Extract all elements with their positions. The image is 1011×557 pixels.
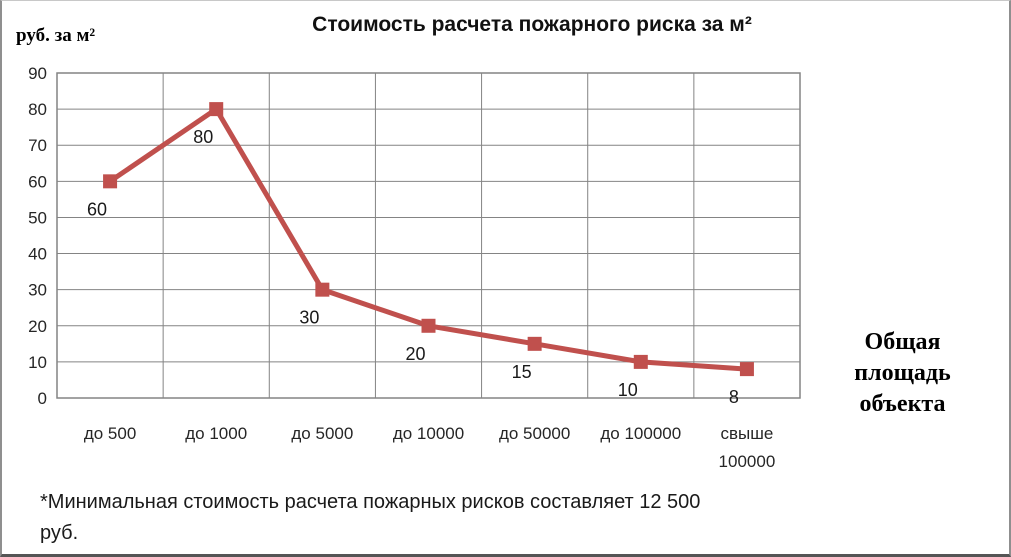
y-tick-label: 20 [28, 317, 47, 336]
data-point-marker [421, 318, 436, 333]
y-tick-label: 60 [28, 172, 47, 191]
data-point-marker [103, 174, 118, 189]
data-point-marker [315, 282, 330, 297]
y-tick-label: 50 [28, 208, 47, 227]
y-tick-label: 30 [28, 281, 47, 300]
y-tick-label: 80 [28, 100, 47, 119]
y-tick-label: 0 [38, 389, 47, 408]
data-point-marker [633, 354, 648, 369]
y-tick-label: 10 [28, 353, 47, 372]
data-point-label: 60 [87, 199, 107, 219]
x-category-label: до 5000 [291, 424, 353, 443]
y-axis-unit-label: руб. за м² [16, 25, 96, 46]
footnote: *Минимальная стоимость расчета пожарных … [40, 491, 701, 544]
data-point-marker [527, 336, 542, 351]
plot-border [56, 72, 801, 399]
data-point-marker [209, 102, 224, 117]
x-category-label: до 500 [84, 424, 136, 443]
data-point-label: 30 [299, 308, 319, 328]
data-point-marker [739, 362, 754, 377]
data-point-label: 10 [618, 380, 638, 400]
x-category-label: до 1000 [185, 424, 247, 443]
chart-title: Стоимость расчета пожарного риска за м² [312, 13, 752, 36]
x-category-label: свыше 100000 [719, 424, 776, 471]
y-tick-label: 40 [28, 245, 47, 264]
x-category-label: до 50000 [499, 424, 570, 443]
data-point-label: 20 [405, 344, 425, 364]
y-tick-label: 70 [28, 136, 47, 155]
x-axis-title: Общая площадь объекта [854, 329, 951, 417]
line-chart-plot: 0 10 20 30 40 50 60 70 80 90 до 500 до 1000 до 5000 д… [28, 64, 801, 471]
y-tick-label: 90 [28, 64, 47, 83]
data-point-label: 15 [512, 362, 532, 382]
data-point-label: 80 [193, 127, 213, 147]
x-category-label: до 100000 [600, 424, 681, 443]
x-category-label: до 10000 [393, 424, 464, 443]
data-point-label: 8 [729, 387, 739, 407]
